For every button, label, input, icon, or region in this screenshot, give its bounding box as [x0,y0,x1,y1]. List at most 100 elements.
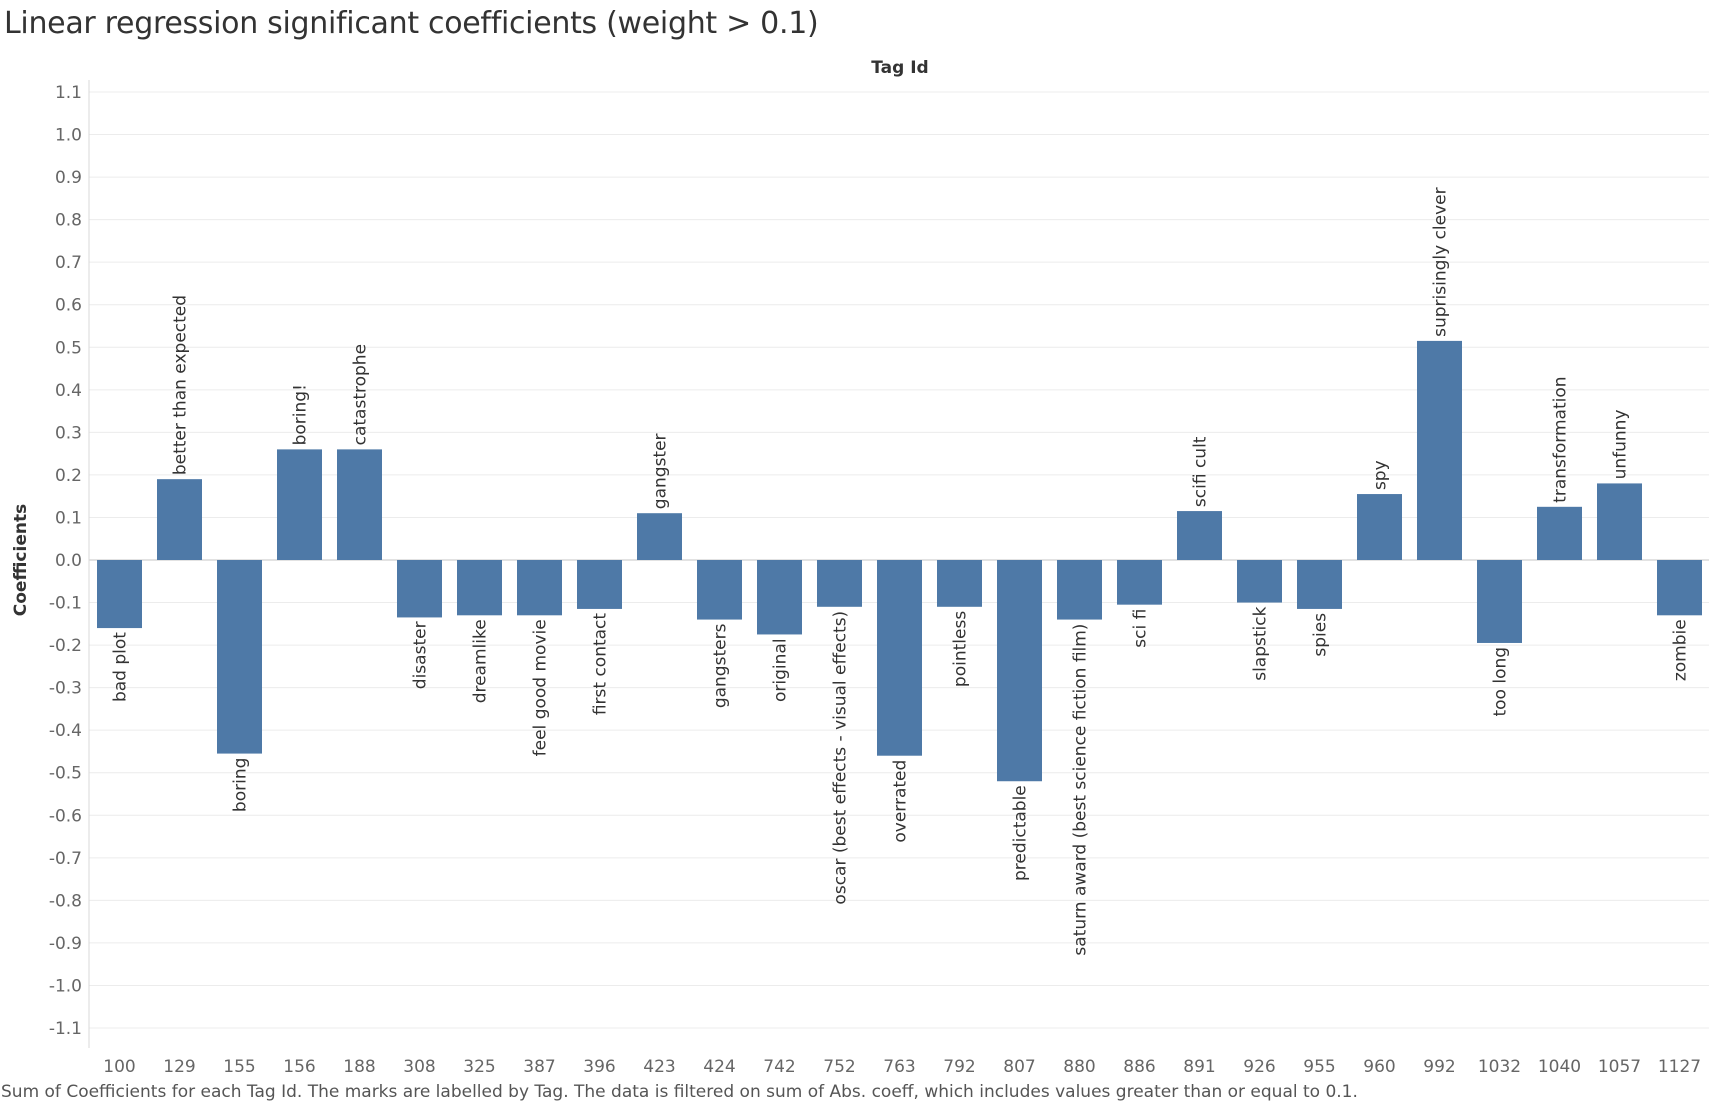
bar [217,560,262,754]
bar-label: oscar (best effects - visual effects) [831,611,851,905]
bar-label: unfunny [1611,409,1631,479]
bar [337,449,382,560]
bar-label: disaster [411,621,431,689]
x-tick-label: 423 [643,1057,675,1077]
chart-title: Linear regression significant coefficien… [4,6,819,41]
x-tick-label: 424 [703,1057,735,1077]
bar-label: dreamlike [471,619,491,703]
bar-label: suprisingly clever [1431,187,1451,337]
bar [697,560,742,620]
y-axis-title: Coefficients [11,504,31,616]
bar [1357,494,1402,560]
x-tick-label: 155 [223,1057,255,1077]
x-tick-label: 1032 [1478,1057,1521,1077]
x-tick-label: 886 [1123,1057,1155,1077]
x-tick-label: 960 [1363,1057,1395,1077]
bar [1477,560,1522,643]
bar [577,560,622,609]
x-tick-label: 100 [103,1057,135,1077]
bar-label: spy [1371,460,1391,490]
bar [997,560,1042,782]
x-tick-label: 926 [1243,1057,1275,1077]
bar-label: transformation [1551,376,1571,502]
y-tick-label: -0.1 [49,594,82,614]
bar-label: predictable [1011,785,1031,881]
y-tick-label: -1.0 [49,976,82,996]
x-tick-label: 807 [1003,1057,1035,1077]
y-tick-label: 0.7 [55,253,82,273]
y-tick-label: -0.6 [49,806,82,826]
bar [937,560,982,607]
x-tick-label: 308 [403,1057,435,1077]
bar [637,513,682,560]
chart-caption: Sum of Coefficients for each Tag Id. The… [1,1082,1358,1102]
bar-label: overrated [891,760,911,843]
y-tick-label: 0.9 [55,168,82,188]
x-tick-label: 1127 [1658,1057,1701,1077]
bar-label: spies [1311,613,1331,657]
bar-label: gangster [651,433,671,509]
bar-labels: bad plot better than expected boring boring… [111,187,1691,955]
bar-label: slapstick [1251,606,1271,680]
bar-chart: 1.1 1.0 0.9 0.8 0.7 0.6 0.5 0.4 0.3 0.2 0.1 0.0 -0.1… [11,58,1709,1077]
y-tick-label: -0.5 [49,764,82,784]
y-tick-label: 0.8 [55,211,82,231]
bar-label: bad plot [111,632,131,702]
x-tick-label: 955 [1303,1057,1335,1077]
x-tick-label: 792 [943,1057,975,1077]
bar [1537,506,1582,560]
bar-label: boring! [291,384,311,445]
x-axis-ticks: 100 129 155 156 188 308 325 387 396 423 424 742 752 7… [103,1057,1701,1077]
bar [157,479,202,560]
x-tick-label: 992 [1423,1057,1455,1077]
x-tick-label: 188 [343,1057,375,1077]
x-tick-label: 763 [883,1057,915,1077]
bar-label: zombie [1671,619,1691,681]
bar-label: sci fi [1131,609,1151,648]
bar [397,560,442,618]
y-tick-label: 0.5 [55,338,82,358]
x-tick-label: 1057 [1598,1057,1641,1077]
bar [277,449,322,560]
y-tick-label: 0.2 [55,466,82,486]
x-tick-label: 387 [523,1057,555,1077]
y-tick-label: -0.4 [49,721,82,741]
y-tick-label: -0.3 [49,679,82,699]
bar [1117,560,1162,605]
y-tick-label: 0.6 [55,296,82,316]
bar [1057,560,1102,620]
bar-label: pointless [951,611,971,687]
y-tick-label: 1.1 [55,83,82,103]
y-tick-label: -0.8 [49,891,82,911]
x-axis-title: Tag Id [871,58,928,78]
bar [877,560,922,756]
bar [817,560,862,607]
x-tick-label: 742 [763,1057,795,1077]
bar [97,560,142,629]
x-tick-label: 880 [1063,1057,1095,1077]
x-tick-label: 752 [823,1057,855,1077]
bar [1597,483,1642,560]
x-tick-label: 1040 [1538,1057,1581,1077]
bar [1237,560,1282,603]
bar-label: boring [231,758,251,812]
y-axis-ticks: 1.1 1.0 0.9 0.8 0.7 0.6 0.5 0.4 0.3 0.2 0.1 0.0 -0.1… [49,83,82,1039]
bar [1297,560,1342,609]
bar [757,560,802,635]
bar [457,560,502,616]
y-tick-label: -0.7 [49,849,82,869]
bar-label: original [771,638,791,702]
bar-label: catastrophe [351,344,371,445]
y-tick-label: -1.1 [49,1019,82,1039]
bar-label: better than expected [171,295,191,475]
bar-label: saturn award (best science fiction film) [1071,624,1091,956]
x-tick-label: 891 [1183,1057,1215,1077]
bar [517,560,562,616]
bar [1177,511,1222,560]
y-tick-label: 1.0 [55,126,82,146]
y-tick-label: 0.3 [55,423,82,443]
x-tick-label: 129 [163,1057,195,1077]
bar-label: gangsters [711,623,731,708]
x-tick-label: 396 [583,1057,615,1077]
y-tick-label: -0.2 [49,636,82,656]
